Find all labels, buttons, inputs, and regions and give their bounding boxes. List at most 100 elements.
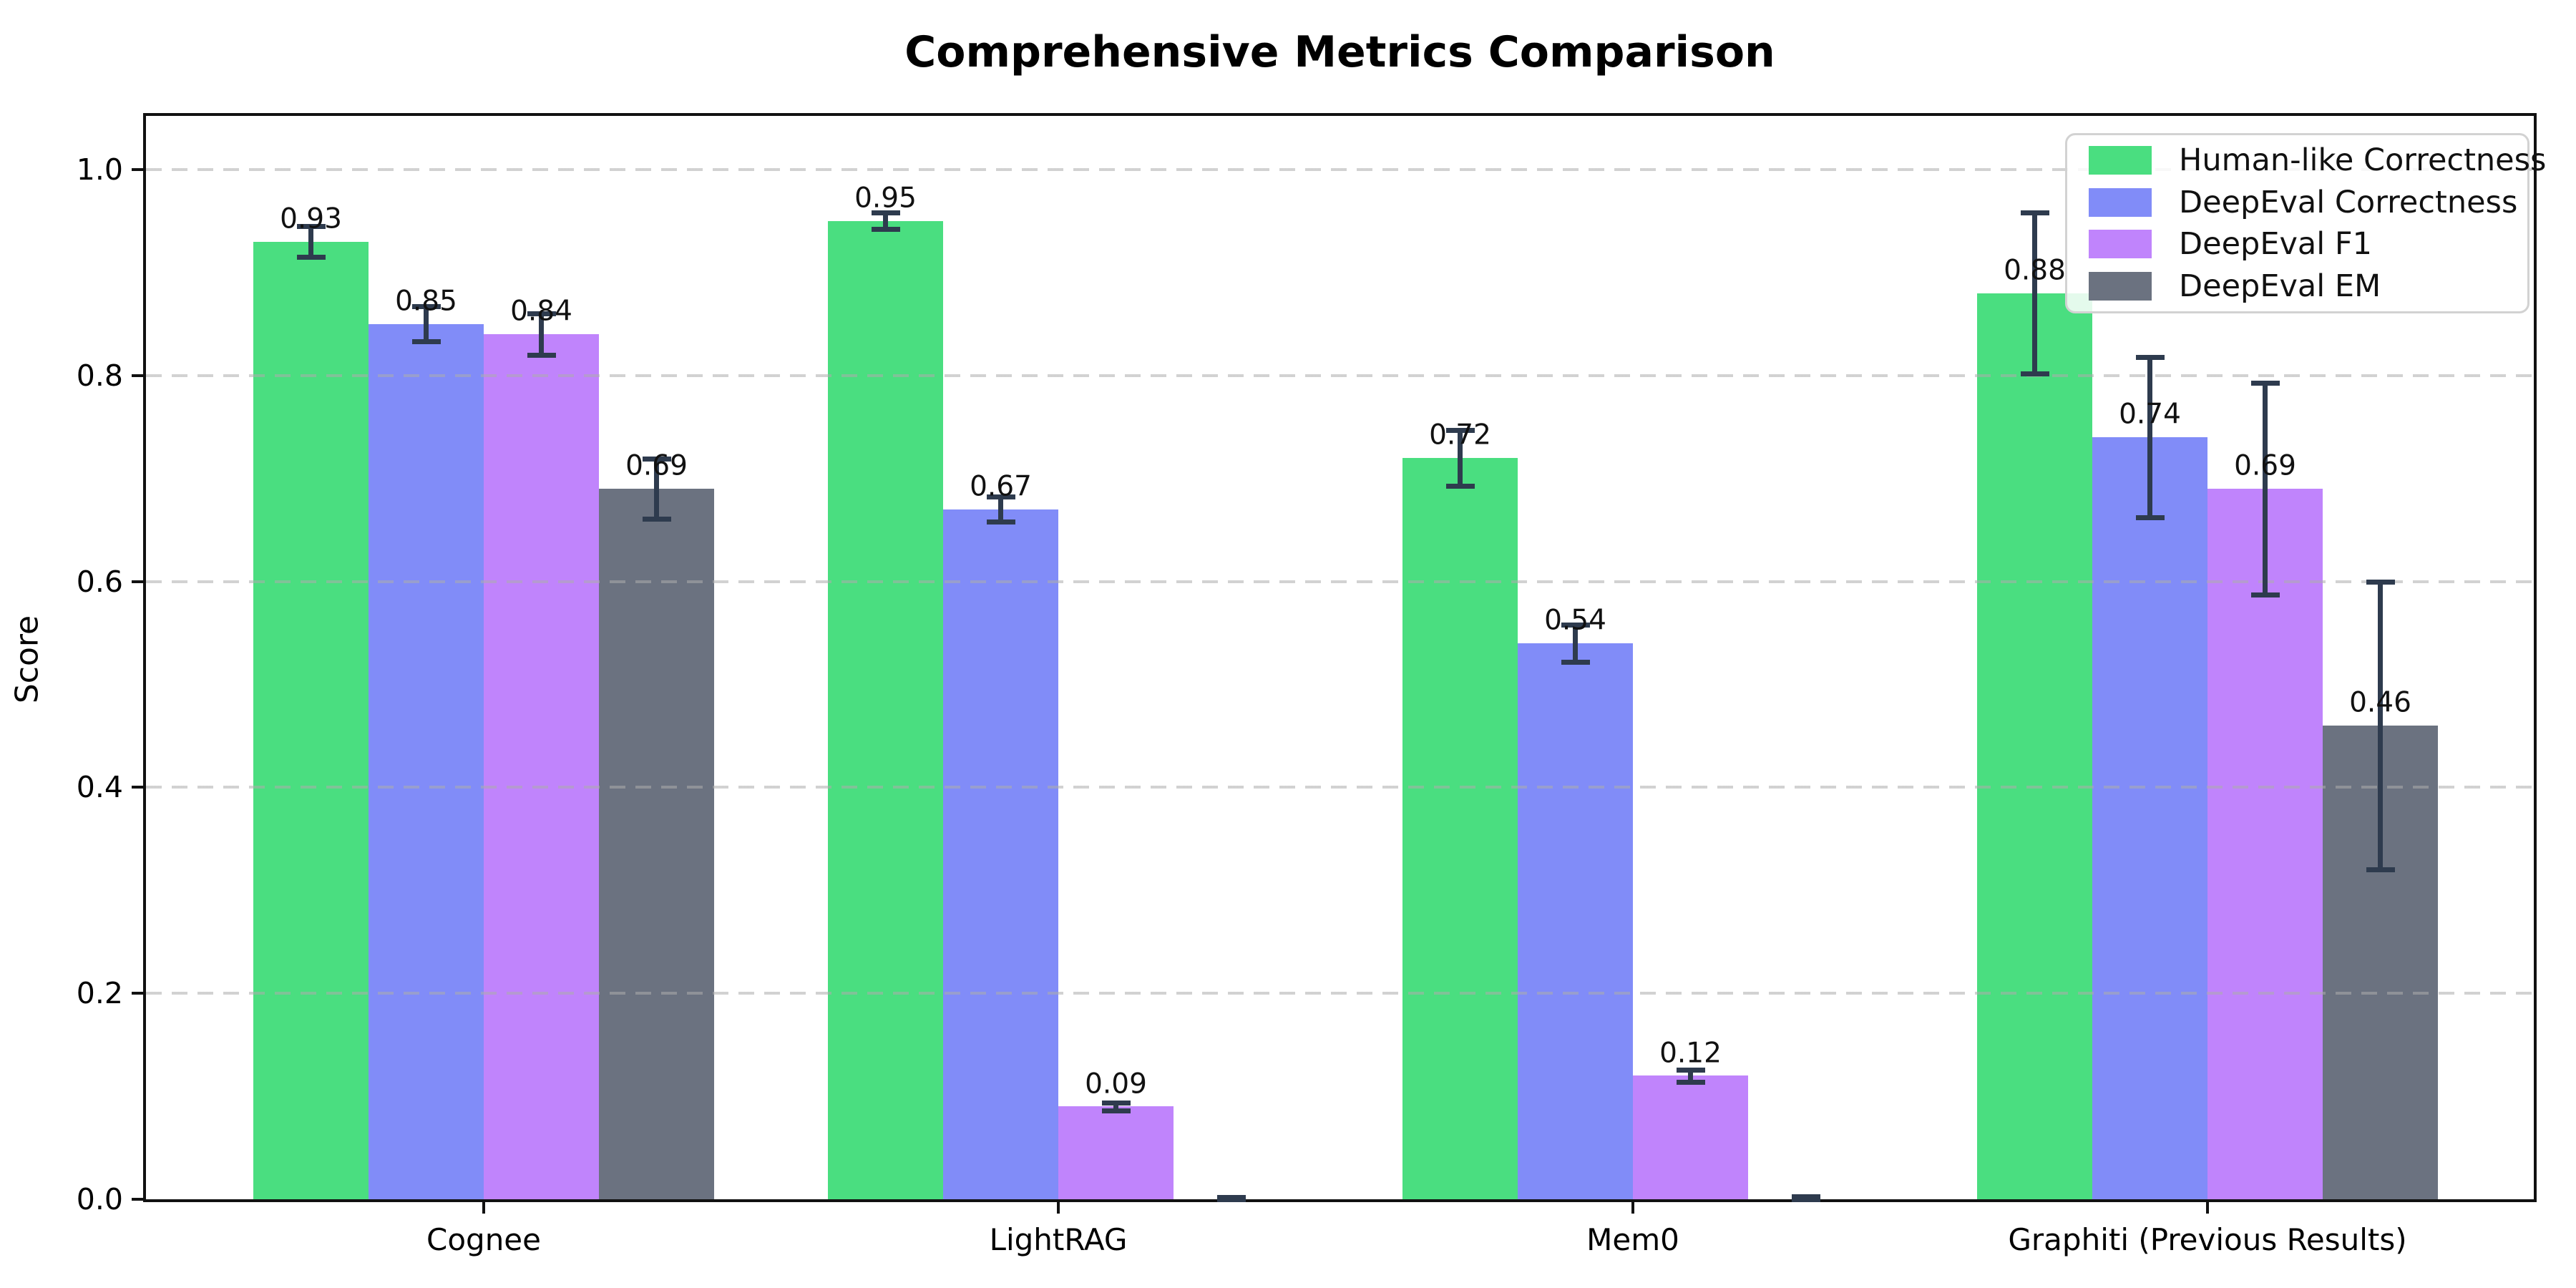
y-tick-label: 0.8 — [76, 358, 123, 393]
error-bar-cap-top — [1101, 1100, 1131, 1106]
bar-value-label: 0.74 — [2119, 398, 2181, 431]
error-bar-cap-top — [871, 210, 900, 216]
error-bar — [2147, 356, 2152, 518]
gridline-0.4 — [146, 786, 2534, 789]
error-bar-cap-bottom — [642, 516, 671, 522]
bar-value-label: 0.84 — [510, 295, 572, 328]
error-bar — [1458, 429, 1463, 486]
error-bar-cap-top — [1791, 1194, 1820, 1199]
y-tick-label: 0.6 — [76, 564, 123, 599]
error-bar-cap-top — [2250, 380, 2280, 386]
bar-value-label: 0.54 — [1544, 604, 1606, 637]
error-bar-cap-top — [527, 311, 556, 317]
error-bar-cap-bottom — [1561, 659, 1590, 665]
error-bar-cap-top — [1561, 622, 1590, 628]
y-tick-label: 0.4 — [76, 770, 123, 805]
error-bar-cap-bottom — [1216, 1197, 1246, 1202]
bar-cognee-4 — [599, 488, 714, 1199]
error-bar-cap-top — [2135, 354, 2165, 360]
error-bar — [539, 313, 544, 355]
legend-swatch — [2089, 187, 2152, 217]
error-bar — [2032, 213, 2037, 374]
error-bar-cap-top — [2020, 210, 2049, 216]
bar-mem0-3 — [1633, 1075, 1748, 1199]
error-bar-cap-bottom — [871, 227, 900, 233]
error-bar-cap-bottom — [1445, 483, 1475, 489]
y-tick-mark — [132, 374, 143, 377]
bar-value-label: 0.88 — [2004, 254, 2066, 287]
bar-value-label: 0.46 — [2349, 686, 2411, 719]
y-tick-mark — [132, 1198, 143, 1201]
bar-value-label: 0.09 — [1085, 1068, 1147, 1101]
bar-cognee-3 — [484, 334, 599, 1199]
y-tick-label: 0.0 — [76, 1182, 123, 1216]
error-bar-cap-bottom — [411, 339, 441, 345]
error-bar — [1113, 1102, 1118, 1111]
y-tick-mark — [132, 580, 143, 583]
bar-lightrag-2 — [943, 509, 1058, 1199]
legend-item-label: DeepEval EM — [2179, 268, 2381, 304]
error-bar-cap-bottom — [527, 352, 556, 358]
error-bar-cap-bottom — [1791, 1197, 1820, 1202]
error-bar — [883, 213, 888, 230]
legend-item: DeepEval EM — [2089, 265, 2527, 308]
bar-lightrag-3 — [1058, 1106, 1174, 1199]
x-tick-mark — [1631, 1202, 1634, 1214]
x-tick-label-mem0: Mem0 — [1586, 1222, 1679, 1257]
bar-mem0-2 — [1518, 643, 1633, 1199]
bar-lightrag-1 — [828, 220, 943, 1199]
y-tick-label: 0.2 — [76, 976, 123, 1011]
bar-graphiti-previous-results--1 — [1977, 293, 2092, 1199]
legend-item: DeepEval F1 — [2089, 223, 2527, 265]
error-bar-cap-bottom — [2250, 592, 2280, 598]
bar-value-label: 0.85 — [395, 285, 457, 318]
error-bar — [1688, 1069, 1693, 1082]
legend: Human-like Correctness DeepEval Correctne… — [2065, 133, 2546, 313]
y-tick-mark — [132, 786, 143, 789]
bar-value-label: 0.95 — [854, 182, 917, 215]
bar-value-label: 0.67 — [970, 470, 1032, 503]
error-bar-cap-bottom — [2135, 515, 2165, 521]
legend-item-label: DeepEval Correctness — [2179, 184, 2518, 220]
error-bar-cap-top — [642, 457, 671, 462]
x-tick-mark — [1057, 1202, 1060, 1214]
bar-value-label: 0.12 — [1659, 1037, 1722, 1070]
error-bar — [308, 225, 313, 258]
error-bar — [424, 306, 429, 342]
bar-cognee-1 — [253, 241, 369, 1199]
legend-swatch — [2089, 146, 2152, 175]
legend-item-label: Human-like Correctness — [2179, 142, 2547, 179]
x-tick-mark — [2206, 1202, 2209, 1214]
x-tick-label-lightrag: LightRAG — [989, 1222, 1128, 1257]
legend-item: Human-like Correctness — [2089, 140, 2546, 182]
error-bar — [2263, 382, 2268, 595]
legend-item-label: DeepEval F1 — [2179, 226, 2372, 263]
y-tick-label: 1.0 — [76, 152, 123, 187]
error-bar-cap-top — [296, 223, 326, 229]
bar-value-label: 0.93 — [280, 203, 342, 235]
error-bar-cap-bottom — [1101, 1108, 1131, 1114]
y-tick-mark — [132, 167, 143, 171]
bar-value-label: 0.69 — [625, 449, 688, 482]
gridline-0.8 — [146, 374, 2534, 377]
legend-swatch — [2089, 230, 2152, 259]
x-tick-mark — [482, 1202, 485, 1214]
gridline-1.0 — [146, 167, 2534, 171]
gridline-0.2 — [146, 992, 2534, 995]
error-bar-cap-top — [1445, 427, 1475, 433]
bar-cognee-2 — [369, 323, 484, 1199]
error-bar-cap-top — [411, 304, 441, 310]
x-tick-label-graphiti-previous-results-: Graphiti (Previous Results) — [2008, 1222, 2407, 1257]
error-bar — [998, 497, 1003, 522]
error-bar-cap-bottom — [2366, 867, 2395, 873]
error-bar-cap-bottom — [2020, 371, 2049, 376]
legend-item: DeepEval Correctness — [2089, 182, 2527, 224]
error-bar-cap-top — [2366, 579, 2395, 585]
bar-graphiti-previous-results--2 — [2092, 437, 2207, 1199]
chart-title: Comprehensive Metrics Comparison — [904, 27, 1775, 77]
bar-value-label: 0.72 — [1429, 419, 1491, 452]
error-bar — [654, 459, 659, 519]
y-tick-mark — [132, 992, 143, 995]
error-bar — [2378, 581, 2383, 870]
